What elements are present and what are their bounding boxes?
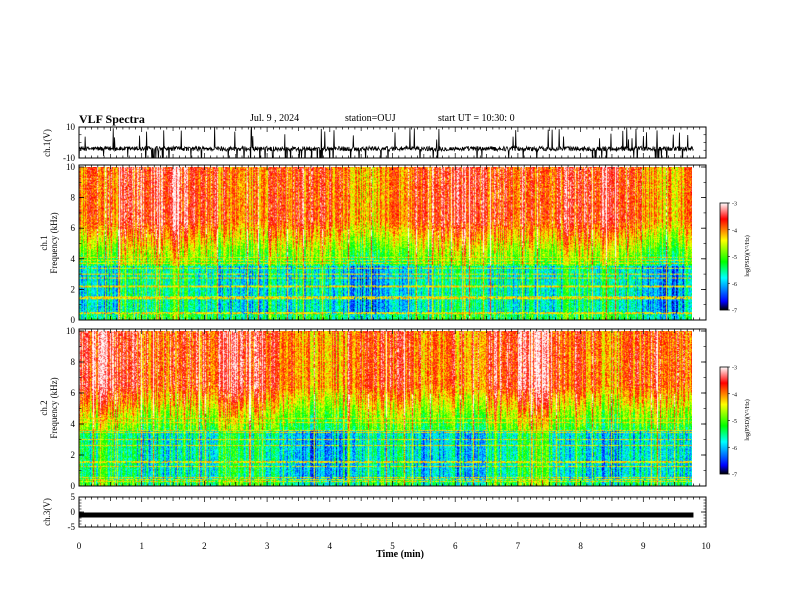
time-tick-label: 0 [77,541,82,551]
y-tick-label: 10 [66,162,76,172]
y-tick-label: 0 [71,481,76,491]
ch3-waveform-trace [79,512,694,518]
y-tick-label: 8 [71,193,76,203]
ch1-colorbar-label: log(PSD)(V²/Hz) [744,235,751,276]
ch1-waveform-line [79,127,694,158]
ch1-spectrogram-panel: 0 2 4 6 8 10 ch.1 Frequency (kHz) [39,162,707,325]
ch1-frequency-axis: 0 2 4 6 8 10 [66,162,706,325]
y-tick-label: 0 [71,507,76,517]
ch1-spectrogram-image [79,167,692,320]
colorbar-tick-label: -4 [732,392,737,398]
colorbar-tick-label: -3 [732,366,737,372]
y-tick-label: 6 [71,388,76,398]
time-ticks [78,127,707,527]
ch1-frequency-label: Frequency (kHz) [49,212,59,273]
station-label: station=OUJ [345,113,396,124]
y-tick-label: 2 [71,284,76,294]
colorbar-tick-label: -4 [732,228,737,234]
ch2-frequency-label: Frequency (kHz) [49,377,59,438]
y-tick-label: 8 [71,357,76,367]
ch1-colorbar: -3 -4 -5 -6 -7 log(PSD)(V²/Hz) [719,202,751,315]
ch1-channel-label: ch.1 [39,235,49,250]
y-tick-label: 2 [71,450,76,460]
y-tick-label: 10 [66,326,76,336]
colorbar-tick-label: -3 [732,202,737,208]
ch1-ylabel: ch.1(V) [42,129,52,157]
colorbar-tick-label: -6 [732,446,737,452]
y-tick-label: 6 [71,223,76,233]
ch2-channel-label: ch.2 [39,400,49,415]
y-tick-label: 0 [71,315,76,325]
y-tick-label: 4 [71,254,76,264]
time-tick-label: 4 [328,541,333,551]
ch1-waveform-trace [79,127,694,158]
ch3-waveform-line [79,512,694,518]
ch2-colorbar-label: log(PSD)(V²/Hz) [744,399,751,440]
y-tick-label: 10 [66,122,76,132]
time-tick-label: 7 [516,541,521,551]
colorbar-tick-label: -5 [732,255,737,261]
start-time-label: start UT = 10:30: 0 [438,113,515,124]
ch2-colorbar: -3 -4 -5 -6 -7 log(PSD)(V²/Hz) [719,366,751,479]
y-tick-label: 4 [71,419,76,429]
ch3-ylabel: ch.3(V) [42,498,52,526]
ch2-colorbar-ticks: -3 -4 -5 -6 -7 [728,366,737,479]
time-axis-title: Time (min) [376,549,424,560]
chart-title: VLF Spectra [79,112,145,126]
ch1-waveform-panel: 10 -10 ch.1(V) [42,122,707,163]
ch2-frequency-axis: 0 2 4 6 8 10 [66,326,706,491]
y-tick-label: -5 [68,522,76,532]
time-axis-labels: 0 1 2 3 4 5 6 7 8 9 10 [77,541,711,551]
y-tick-label: 5 [71,492,76,502]
time-tick-label: 2 [202,541,207,551]
ch1-colorbar-ticks: -3 -4 -5 -6 -7 [728,202,737,315]
time-tick-label: 1 [139,541,144,551]
ch2-spectrogram-panel: 0 2 4 6 8 10 ch.2 Frequency (kHz) [39,326,707,491]
date-label: Jul. 9 , 2024 [250,113,300,124]
time-tick-label: 10 [702,541,712,551]
time-tick-label: 3 [265,541,270,551]
time-tick-label: 6 [453,541,458,551]
time-tick-label: 5 [390,541,395,551]
time-tick-label: 9 [641,541,646,551]
colorbar-tick-label: -7 [732,309,737,315]
ch2-spectrogram-image [79,331,692,486]
colorbar-tick-label: -6 [732,282,737,288]
colorbar-tick-label: -7 [732,473,737,479]
time-tick-label: 8 [578,541,583,551]
y-tick-label: -10 [63,153,75,163]
ch3-y-axis: 5 0 -5 [68,492,706,532]
colorbar-tick-label: -5 [732,419,737,425]
ch1-y-axis: 10 -10 [63,122,706,163]
